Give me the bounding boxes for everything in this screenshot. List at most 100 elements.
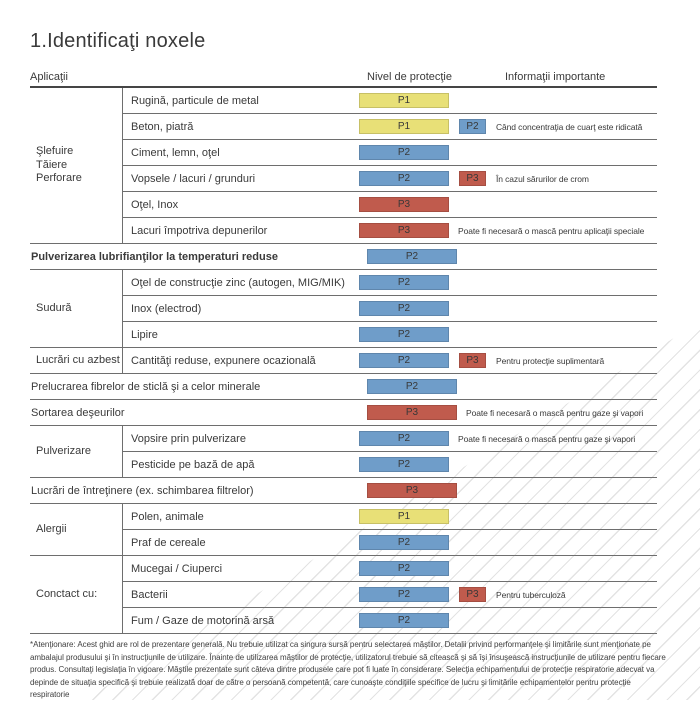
application-row: Mucegai / Ciuperci P2 [123,556,657,582]
group-label-line: Conctact cu: [36,587,98,600]
application-label: Lacuri împotriva depunerilor [131,224,268,237]
application-row: Vopsele / lacuri / grunduri P2 P3 În cazul … [123,166,657,192]
protection-level-badge: P3 [359,223,449,238]
protection-level-badge: P2 [359,457,449,472]
application-label: Oţel de construcţie zinc (autogen, MIG/M… [131,276,345,289]
table-group: Lucrări cu azbest Cantităţi reduse, expun… [30,348,657,374]
hazard-table-body: Şlefuire Tăiere Perforare Rugină, particule… [30,88,657,634]
application-label: Sortarea deşeurilor [31,406,125,419]
info-note: Poate fi necesară o mască pentru gaze şi… [466,407,644,418]
group-label-line: Lucrări cu azbest [36,353,120,366]
protection-level-badge: P2 [359,327,449,342]
info-note: Poate fi necesară o mască pentru gaze şi… [458,433,636,444]
application-row: Pesticide pe bază de apă P2 [123,452,657,477]
application-row: Cantităţi reduse, expunere ocazională P2 P… [123,348,657,373]
group-rows: Mucegai / Ciuperci P2 Bacterii P2 P3 Pentru t… [123,556,657,633]
application-row: Oţel de construcţie zinc (autogen, MIG/M… [123,270,657,296]
application-label: Mucegai / Ciuperci [131,562,223,575]
group-label: Conctact cu: [30,556,123,633]
group-label: Şlefuire Tăiere Perforare [30,88,123,243]
group-label: Pulverizare [30,426,123,477]
protection-level-badge: P2 [359,171,449,186]
group-label-line: Tăiere [36,158,68,171]
application-label: Polen, animale [131,510,204,523]
group-label-line: Şlefuire [36,145,74,158]
application-row: Ciment, lemn, oţel P2 [123,140,657,166]
extra-protection-badge: P3 [459,171,486,186]
table-group: Sortarea deşeurilor P3 Poate fi necesară o… [30,400,657,426]
application-label: Prelucrarea fibrelor de sticlă şi a celo… [31,380,261,393]
application-row: Lipire P2 [123,322,657,347]
info-note: Pentru tuberculoză [496,589,566,600]
group-label: Lucrări cu azbest [30,348,123,373]
application-row: Bacterii P2 P3 Pentru tuberculoză [123,582,657,608]
info-note: În cazul sărurilor de crom [496,173,589,184]
protection-level-badge: P2 [359,353,449,368]
protection-level-badge: P1 [359,93,449,108]
application-label: Ciment, lemn, oţel [131,146,220,159]
application-label: Cantităţi reduse, expunere ocazională [131,354,316,367]
application-row: Fum / Gaze de motorină arsă P2 [123,608,657,633]
extra-protection-badge: P3 [459,353,486,368]
application-label: Oţel, Inox [131,198,179,211]
application-label: Lucrări de întreţinere (ex. schimbarea f… [31,484,254,497]
application-row: Praf de cereale P2 [123,530,657,555]
group-rows: Polen, animale P1 Praf de cereale P2 [123,504,657,555]
column-header-applications: Aplicaţii [30,71,68,83]
group-label: Sudură [30,270,123,347]
group-label-line: Alergii [36,522,67,535]
application-row: Sortarea deşeurilor P3 Poate fi necesară o… [30,400,643,425]
application-label: Vopsire prin pulverizare [131,432,246,445]
protection-level-badge: P2 [359,275,449,290]
table-group: Lucrări de întreţinere (ex. schimbarea f… [30,478,657,504]
application-row: Lucrări de întreţinere (ex. schimbarea f… [30,478,457,503]
application-label: Pesticide pe bază de apă [131,458,255,471]
column-header-protection-level: Nivel de protecţie [367,71,452,83]
table-group: Conctact cu: Mucegai / Ciuperci P2 Bacterii… [30,556,657,634]
column-header-important-info: Informaţii importante [505,71,606,83]
table-group: Pulverizarea lubrifianţilor la temperatu… [30,244,657,270]
group-label-line: Perforare [36,172,82,185]
protection-level-badge: P3 [367,405,457,420]
application-label: Beton, piatră [131,120,194,133]
application-row: Polen, animale P1 [123,504,657,530]
protection-level-badge: P2 [359,431,449,446]
group-rows: Cantităţi reduse, expunere ocazională P2 P… [123,348,657,373]
extra-protection-badge: P3 [459,587,486,602]
table-group: Pulverizare Vopsire prin pulverizare P2 Poa… [30,426,657,478]
table-group: Alergii Polen, animale P1 Praf de cereale P2 [30,504,657,556]
table-group: Şlefuire Tăiere Perforare Rugină, particule… [30,88,657,244]
extra-protection-badge: P2 [459,119,486,134]
application-label: Rugină, particule de metal [131,94,259,107]
application-row: Inox (electrod) P2 [123,296,657,322]
protection-level-badge: P3 [367,483,457,498]
protection-level-badge: P2 [359,613,449,628]
protection-level-badge: P1 [359,509,449,524]
protection-level-badge: P2 [359,535,449,550]
protection-level-badge: P1 [359,119,449,134]
group-label-line: Sudură [36,301,72,314]
application-row: Prelucrarea fibrelor de sticlă şi a celo… [30,374,457,399]
application-row: Pulverizarea lubrifianţilor la temperatu… [30,244,457,269]
table-header-row: Aplicaţii Nivel de protecţie Informaţii … [30,69,657,88]
group-label-line: Pulverizare [36,444,92,457]
protection-level-badge: P2 [367,249,457,264]
group-label: Alergii [30,504,123,555]
disclaimer-footnote: *Atenţionare: Acest ghid are rol de prez… [30,640,666,700]
application-label: Pulverizarea lubrifianţilor la temperatu… [31,250,278,263]
application-label: Praf de cereale [131,536,206,549]
group-rows: Rugină, particule de metal P1 Beton, piatr… [123,88,657,243]
page-title: 1.Identificaţi noxele [30,30,206,52]
application-label: Inox (electrod) [131,302,202,315]
table-group: Sudură Oţel de construcţie zinc (autogen,… [30,270,657,348]
protection-level-badge: P2 [359,587,449,602]
group-rows: Vopsire prin pulverizare P2 Poate fi neces… [123,426,657,477]
info-note: Poate fi necesară o mască pentru aplicaţ… [458,225,645,236]
application-row: Vopsire prin pulverizare P2 Poate fi neces… [123,426,657,452]
hazard-table: Aplicaţii Nivel de protecţie Informaţii … [30,69,657,634]
info-note: Când concentraţia de cuarţ este ridicată [496,121,643,132]
application-row: Oţel, Inox P3 [123,192,657,218]
table-group: Prelucrarea fibrelor de sticlă şi a celo… [30,374,657,400]
protection-level-badge: P2 [359,561,449,576]
application-row: Rugină, particule de metal P1 [123,88,657,114]
